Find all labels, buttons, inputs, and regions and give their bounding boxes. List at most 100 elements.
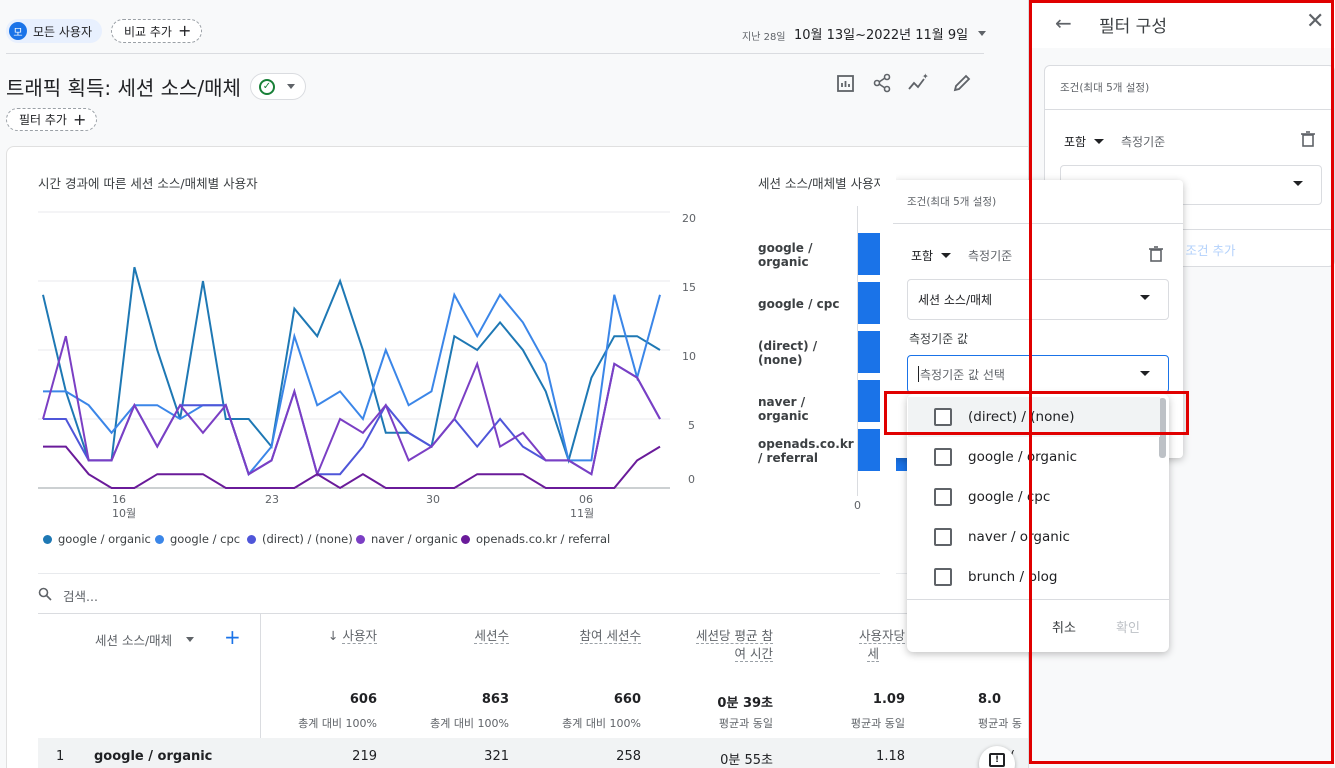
row-engaged-sessions: 258 [616,749,641,764]
dimension-selector[interactable]: 세션 소스/매체 [95,630,195,649]
dimension-values-input[interactable]: 측정기준 값 선택 [907,355,1169,393]
bar-x-tick: 0 [854,499,861,512]
legend-item[interactable]: (direct) / (none) [247,532,353,546]
y-tick-label: 5 [688,419,695,432]
line-chart-title: 시간 경과에 따른 세션 소스/매체별 사용자 [38,176,258,191]
cancel-button[interactable]: 취소 [1052,621,1076,636]
filter-panel-title: 필터 구성 [1099,17,1167,37]
legend-label: openads.co.kr / referral [476,532,611,546]
option-label: brunch / blog [968,569,1058,585]
series-line [42,266,661,464]
customize-report-icon[interactable] [834,71,858,95]
table-top-divider [38,573,1028,574]
col-header-engaged-sessions[interactable]: 참여 세션수 [540,627,641,645]
total-sessions-per-user-sub: 평균과 동일 [850,717,905,730]
y-tick-label: 20 [682,212,696,225]
insights-icon[interactable]: ✦ [906,71,930,95]
chevron-down-icon [978,31,987,36]
option-brunch-blog[interactable]: brunch / blog [908,557,1160,597]
total-users-sub: 총계 대비 100% [298,717,377,730]
col-header-sessions[interactable]: 세션수 [420,627,509,645]
date-range-prefix: 지난 28일 [742,32,786,43]
checkbox[interactable] [934,448,952,466]
back-arrow-icon[interactable]: ← [1055,11,1072,35]
checkbox[interactable] [934,568,952,586]
segment-avatar: 모 [9,22,27,40]
legend-label: (direct) / (none) [262,532,353,546]
dropdown-scrollbar[interactable] [1159,398,1166,458]
caret-down-icon [941,253,952,258]
add-filter-button[interactable]: 필터 추가 + [6,108,98,131]
add-comparison-button[interactable]: 비교 추가 + [111,19,203,43]
check-circle-icon: ✓ [259,78,275,95]
search-input[interactable]: 검색... [63,589,98,604]
total-col6: 8.0 [978,692,1002,707]
legend-item[interactable]: naver / organic [356,532,458,546]
bar-label: google / cpc [758,297,840,311]
feedback-button[interactable]: ! [979,746,1015,768]
total-engaged-sessions: 660 [613,692,641,707]
col-header-sessions-per-user[interactable]: 사용자당 세 [800,627,905,667]
line-chart [38,211,670,490]
col-header-label: 세션당 평균 참 [696,628,773,644]
option-google-cpc[interactable]: google / cpc [908,477,1160,517]
total-col6-sub: 평균과 동 [978,717,1022,730]
row-users: 219 [352,749,377,764]
column-divider [260,614,261,768]
filter-panel-header [1029,0,1335,48]
date-range-selector[interactable]: 10월 13일~2022년 11월 9일 [794,24,987,43]
option-google-organic[interactable]: google / organic [908,437,1160,477]
confirm-button[interactable]: 확인 [1116,621,1140,636]
legend-label: google / organic [58,532,151,546]
bar-axis [857,206,858,496]
popup-delete-icon[interactable] [1149,246,1163,266]
option-direct-none[interactable]: (direct) / (none) [908,397,1160,437]
row-rank: 1 [56,749,65,764]
status-chip[interactable]: ✓ [250,73,306,100]
add-dimension-icon[interactable]: + [224,625,241,649]
bar-label: google / organic [758,241,813,269]
option-label: naver / organic [968,529,1070,545]
popup-include-selector[interactable]: 포함 [911,247,952,264]
checkbox[interactable] [934,488,952,506]
option-label: google / organic [968,449,1077,465]
popup-dimension-label: 측정기준 [968,249,1013,263]
x-tick-label: 30 [426,493,440,506]
legend-item[interactable]: google / organic [43,532,151,546]
bar-label: openads.co.kr / referral [758,437,854,465]
caret-down-icon [1140,371,1150,376]
include-selector[interactable]: 포함 [1064,133,1105,150]
delete-icon[interactable] [1301,131,1315,151]
include-label: 포함 [1064,135,1087,149]
y-tick-label: 15 [682,281,696,294]
x-tick-label: 23 [265,493,279,506]
table-row[interactable] [38,738,1028,768]
legend-label: google / cpc [170,532,241,546]
row-avg-engagement: 0분 55초 [720,753,773,768]
close-icon[interactable]: ✕ [1306,9,1325,34]
checkbox[interactable] [934,528,952,546]
legend-item[interactable]: openads.co.kr / referral [461,532,610,546]
option-naver-organic[interactable]: naver / organic [908,517,1160,557]
option-label: google / cpc [968,489,1051,505]
chevron-down-icon [186,637,195,642]
popup-dimension-select[interactable]: 세션 소스/매체 [907,279,1169,320]
checkbox[interactable] [934,408,952,426]
option-label: (direct) / (none) [968,409,1075,425]
segment-chip[interactable]: 모 모든 사용자 [6,19,103,43]
share-icon[interactable] [870,71,894,95]
popup-left-fade [880,170,896,590]
col-header-label: 참여 세션수 [579,628,641,644]
series-line [43,445,661,490]
total-sessions-per-user: 1.09 [872,692,905,707]
legend-dot [356,534,365,544]
legend-item[interactable]: google / cpc [155,532,240,546]
edit-pencil-icon[interactable] [950,71,974,95]
total-sessions-sub: 총계 대비 100% [430,717,509,730]
row-name[interactable]: google / organic [94,749,213,764]
legend-label: naver / organic [371,532,458,546]
plus-icon: + [177,21,192,40]
col-header-users[interactable]: ↓ 사용자 [290,627,377,645]
add-condition-link[interactable]: 새 조건 추가 [1170,243,1236,258]
